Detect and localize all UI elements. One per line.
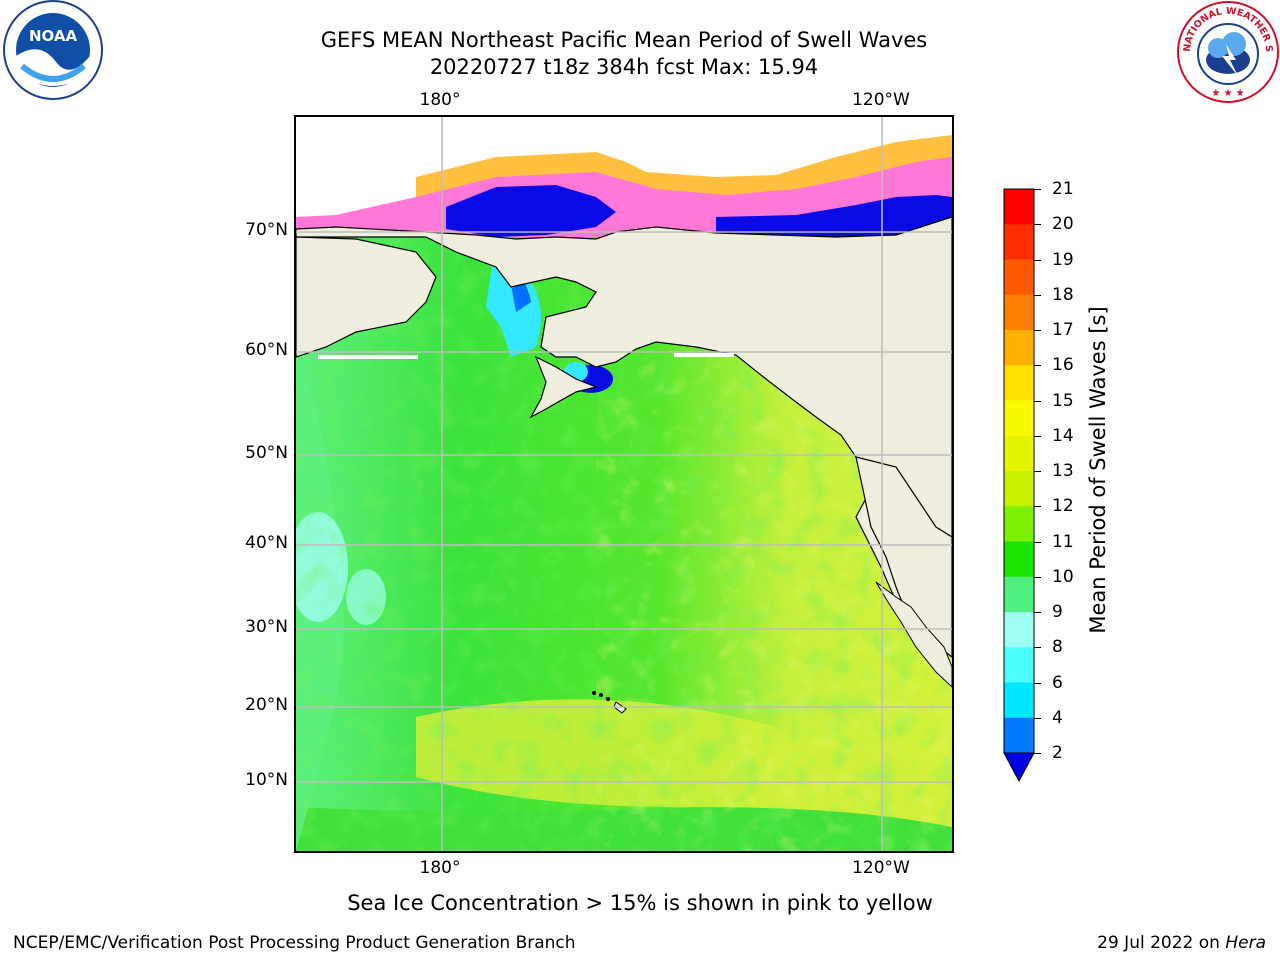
footer-credit: NCEP/EMC/Verification Post Processing Pr… [13, 933, 576, 953]
colorbar-tick-mark [1034, 294, 1041, 296]
lon-label-top-180: 180° [419, 90, 461, 110]
svg-text:★ ★ ★: ★ ★ ★ [1211, 88, 1244, 99]
colorbar-swatch [1004, 330, 1034, 366]
colorbar-tick-label: 10 [1052, 566, 1074, 587]
colorbar-tick-mark [1034, 330, 1041, 331]
colorbar-tick-mark [1034, 753, 1041, 754]
colorbar-tick-label: 16 [1052, 355, 1074, 376]
footer-host: Hera [1225, 933, 1266, 953]
colorbar-tick-label: 9 [1052, 602, 1063, 622]
colorbar-tick-mark [1034, 647, 1041, 649]
colorbar-tick-mark [1034, 471, 1041, 472]
colorbar [1003, 188, 1035, 783]
svg-text:NOAA: NOAA [29, 27, 78, 45]
footer-date: 29 Jul 2022 on Hera [1097, 933, 1266, 953]
colorbar-swatch [1004, 294, 1034, 331]
colorbar-swatch [1004, 682, 1034, 719]
colorbar-tick-label: 2 [1052, 743, 1063, 763]
colorbar-tick-label: 15 [1052, 390, 1074, 411]
sea-ice-caption: Sea Ice Concentration > 15% is shown in … [347, 891, 933, 915]
lon-label-bottom-120w: 120°W [852, 858, 910, 878]
colorbar-swatch [1004, 400, 1034, 437]
colorbar-swatch [1004, 717, 1034, 754]
colorbar-swatch [1004, 259, 1034, 296]
colorbar-tick-mark [1034, 612, 1041, 613]
colorbar-tick-mark [1034, 189, 1041, 190]
colorbar-tick-label: 19 [1052, 249, 1074, 270]
footer-date-text: 29 Jul 2022 on [1097, 933, 1226, 953]
chart-title: GEFS MEAN Northeast Pacific Mean Period … [320, 28, 928, 52]
colorbar-swatch [1004, 541, 1034, 578]
colorbar-tick-label: 14 [1052, 425, 1074, 446]
colorbar-tick-mark [1034, 259, 1041, 261]
colorbar-tick-label: 18 [1052, 284, 1074, 305]
lat-label-10n: 10°N [245, 770, 288, 790]
colorbar-swatch [1004, 365, 1034, 401]
colorbar-tick-label: 8 [1052, 637, 1063, 658]
colorbar-swatch [1004, 612, 1034, 648]
lat-label-40n: 40°N [245, 533, 288, 553]
colorbar-tick-label: 20 [1052, 214, 1074, 235]
lat-label-20n: 20°N [245, 695, 288, 715]
chart-subtitle: 20220727 t18z 384h fcst Max: 15.94 [429, 55, 819, 79]
colorbar-tick-mark [1034, 682, 1041, 684]
colorbar-tick-mark [1034, 224, 1041, 226]
wave-period-map [294, 115, 954, 853]
colorbar-tick-mark [1034, 717, 1041, 719]
colorbar-swatch [1004, 471, 1034, 507]
colorbar-swatch [1004, 506, 1034, 542]
colorbar-tick-label: 21 [1052, 179, 1074, 199]
colorbar-tick-mark [1034, 365, 1041, 367]
colorbar-tick-label: 12 [1052, 496, 1074, 517]
colorbar-tick-label: 13 [1052, 461, 1074, 481]
lon-label-top-120w: 120°W [852, 90, 910, 110]
colorbar-tick-label: 17 [1052, 320, 1074, 340]
colorbar-tick-label: 6 [1052, 672, 1063, 693]
lat-label-50n: 50°N [245, 443, 288, 463]
colorbar-tick-mark [1034, 541, 1041, 543]
colorbar-tick-mark [1034, 576, 1041, 578]
colorbar-swatch [1004, 576, 1034, 613]
lat-label-70n: 70°N [245, 220, 288, 240]
nws-logo-icon: NATIONAL WEATHER SERVICE ★ ★ ★ [1172, 0, 1280, 104]
colorbar-title: Mean Period of Swell Waves [s] [1086, 306, 1110, 634]
lat-label-60n: 60°N [245, 340, 288, 360]
colorbar-swatch [1004, 189, 1034, 225]
colorbar-tick-mark [1034, 506, 1041, 508]
colorbar-tick-mark [1034, 435, 1041, 437]
colorbar-extend-triangle [1003, 752, 1035, 783]
colorbar-swatch [1004, 435, 1034, 472]
colorbar-tick-label: 4 [1052, 707, 1063, 728]
colorbar-swatch [1004, 647, 1034, 683]
colorbar-tick-label: 11 [1052, 531, 1074, 552]
colorbar-tick-mark [1034, 400, 1041, 402]
noaa-logo-icon: NOAA [0, 0, 106, 106]
lat-label-30n: 30°N [245, 617, 288, 637]
colorbar-swatch [1004, 224, 1034, 260]
lon-label-bottom-180: 180° [419, 858, 461, 878]
